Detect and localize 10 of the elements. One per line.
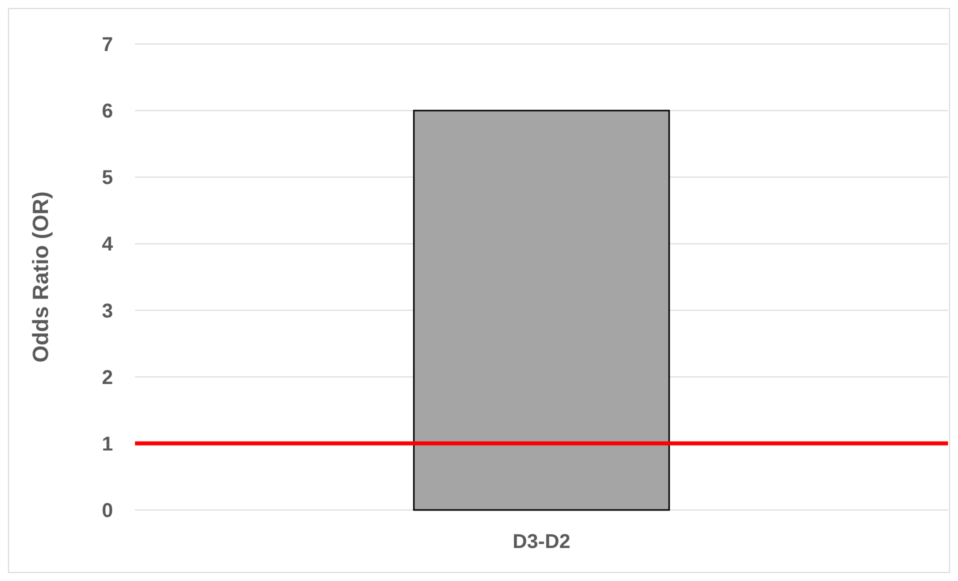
y-tick-label: 5 [102,167,113,190]
y-tick-label: 7 [102,34,113,56]
y-tick-label: 0 [102,500,113,522]
x-tick-label: D3-D2 [512,531,570,553]
y-tick-label: 3 [102,300,113,322]
y-tick-label: 4 [102,234,114,256]
y-tick-label: 1 [102,433,113,456]
y-tick-label: 6 [102,100,113,123]
y-axis-title: Odds Ratio (OR) [28,191,53,363]
y-tick-label: 2 [102,366,113,389]
